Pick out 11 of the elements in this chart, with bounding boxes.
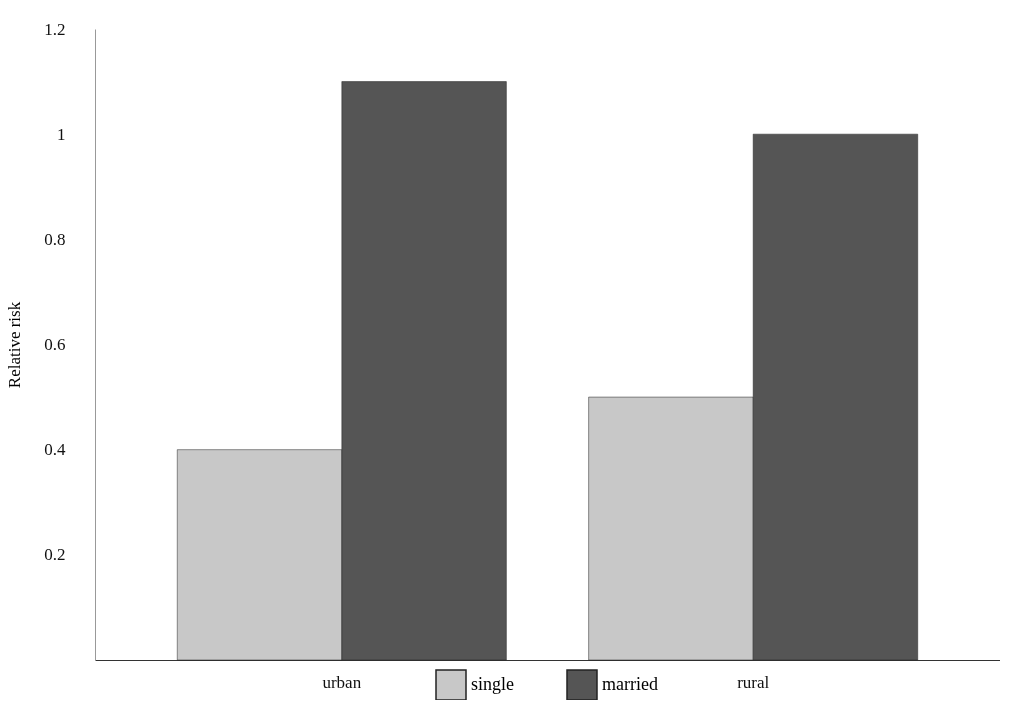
x-tick-label: urban	[322, 672, 362, 692]
y-axis-title: Relative risk	[5, 301, 25, 389]
legend-label: married	[602, 674, 658, 694]
x-tick-label: rural	[737, 672, 770, 692]
y-tick-label: 1	[57, 124, 66, 144]
y-tick-label: 0.4	[44, 440, 66, 460]
y-tick-label: 0.8	[44, 229, 66, 249]
y-tick-label: 0.6	[44, 335, 66, 354]
y-tick-label: 0.2	[44, 545, 66, 565]
legend-label: single	[471, 674, 515, 694]
y-tick-label: 1.2	[44, 19, 66, 39]
